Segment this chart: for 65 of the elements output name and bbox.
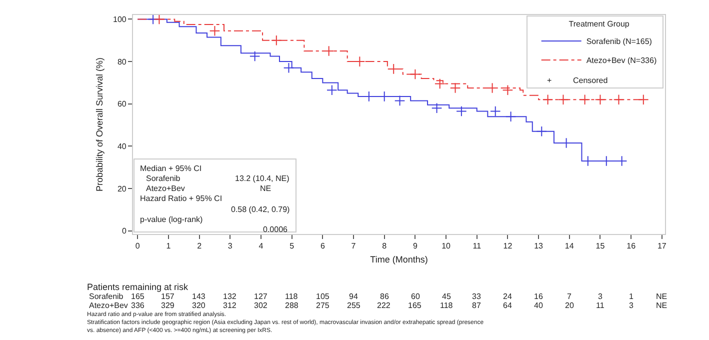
x-tick-label: 16 — [626, 242, 636, 251]
point — [434, 78, 446, 90]
annotation: + — [547, 76, 552, 85]
x-tick-label: 7 — [351, 242, 356, 251]
x-tick-label: 8 — [382, 242, 388, 251]
annotation: Median + 95% CI — [140, 164, 202, 173]
point — [536, 126, 548, 137]
x-axis-title: Time (Months) — [370, 254, 428, 264]
x-tick-label: 17 — [657, 242, 667, 251]
x-tick-label: 2 — [197, 242, 202, 251]
annotation: NE — [260, 184, 272, 193]
x-tick-label: 4 — [258, 242, 264, 251]
point — [613, 94, 624, 106]
point — [490, 106, 501, 117]
x-tick-label: 11 — [472, 242, 482, 251]
point — [271, 34, 282, 46]
annotation: Hazard Ratio + 95% CI — [140, 194, 222, 203]
y-axis-title: Probability of Overall Survival (%) — [94, 57, 104, 192]
annotation: 13.2 (10.4, NE) — [235, 174, 290, 183]
annotation: 0.0006 — [263, 225, 288, 234]
point — [209, 25, 220, 36]
point — [394, 95, 406, 106]
point — [283, 62, 294, 74]
y-tick-label: 80 — [117, 57, 127, 66]
text: Sorafenib 165 157 143 132 127 118 105 94 86 60 45 33 24 16 7 3 1 NE — [89, 292, 668, 301]
point — [542, 94, 554, 106]
x-tick-label: 14 — [564, 242, 574, 251]
point — [579, 94, 590, 106]
point — [505, 111, 516, 122]
y-tick-label: 20 — [117, 184, 127, 194]
x-tick-label: 5 — [290, 242, 295, 251]
x-tick-label: 6 — [320, 242, 326, 251]
annotation: Sorafenib — [146, 174, 181, 183]
annotation: 0.58 (0.42, 0.79) — [231, 205, 290, 214]
x-tick-label: 15 — [596, 242, 606, 251]
point — [410, 68, 421, 80]
legend-title: Treatment Group — [568, 19, 630, 28]
legend-label: Sorafenib (N=165) — [586, 37, 652, 46]
annotation: Atezo+Bev — [146, 184, 185, 193]
x-tick-label: 9 — [412, 242, 418, 251]
x-tick-label: 3 — [228, 242, 233, 251]
point — [638, 94, 649, 106]
point — [154, 15, 165, 25]
legend-label: Atezo+Bev (N=336) — [586, 56, 657, 66]
x-tick-label: 1 — [166, 242, 172, 251]
point — [450, 82, 461, 94]
point — [594, 94, 606, 106]
text: Atezo+Bev 336 329 320 312 302 288 275 255 222 165 118 87 64 40 20 11 3 NE — [89, 301, 668, 310]
x-tick-label: 10 — [442, 242, 452, 251]
x-tick-label: 0 — [135, 242, 140, 251]
point — [456, 106, 467, 117]
point — [326, 84, 338, 96]
x-tick-label: 13 — [534, 242, 544, 251]
point — [249, 50, 260, 62]
y-tick-label: 40 — [117, 142, 127, 151]
y-tick-label: 100 — [113, 15, 127, 24]
annotation: p-value (log-rank) — [140, 215, 204, 224]
point — [431, 102, 442, 114]
y-tick-label: 0 — [122, 226, 127, 236]
x-tick-label: 12 — [503, 242, 513, 251]
y-tick-label: 60 — [117, 100, 127, 109]
annotation: Censored — [573, 76, 608, 85]
point — [502, 84, 514, 96]
point — [558, 94, 569, 106]
text: Patients remaining at risk — [87, 282, 189, 292]
